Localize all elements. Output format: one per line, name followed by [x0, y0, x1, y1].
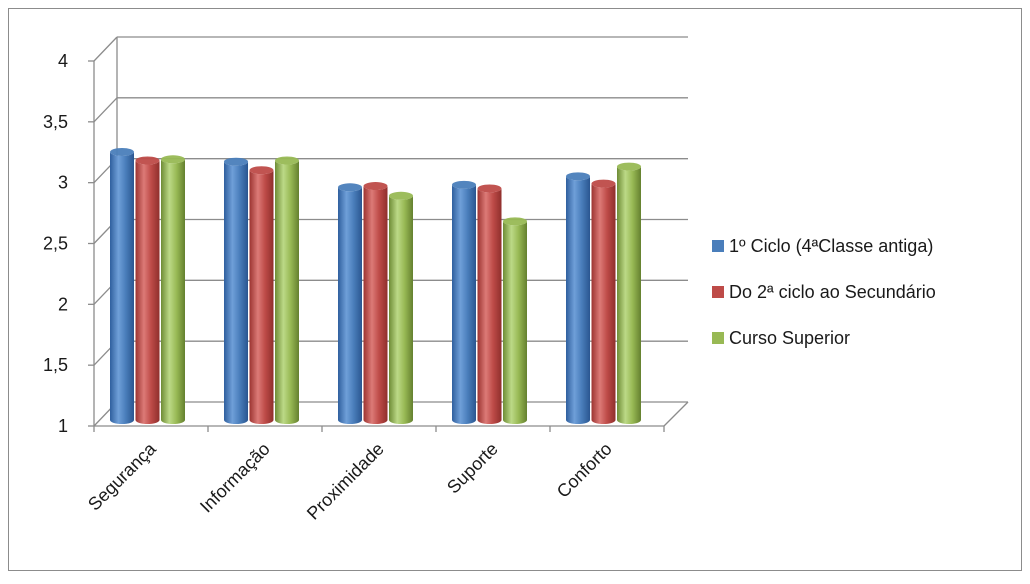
bar-top	[363, 182, 388, 191]
bar-top	[135, 156, 160, 165]
bar	[617, 166, 641, 425]
bar	[110, 151, 134, 424]
legend-label: 1º Ciclo (4ªClasse antiga)	[729, 236, 933, 256]
bar-top	[617, 162, 641, 171]
legend-swatch	[712, 332, 724, 344]
y-tick-label: 3,5	[43, 112, 68, 132]
bar	[477, 188, 502, 424]
bar-top	[275, 156, 299, 165]
bar	[389, 195, 413, 424]
y-tick-label: 3	[58, 173, 68, 193]
y-tick-label: 2,5	[43, 234, 68, 254]
bar-top	[224, 157, 248, 166]
y-tick-label: 2	[58, 294, 68, 314]
y-tick-label: 4	[58, 51, 68, 71]
bar-top	[161, 155, 185, 164]
floor-right-edge	[663, 401, 689, 427]
bar	[249, 170, 274, 424]
legend-swatch	[712, 286, 724, 298]
bar	[452, 184, 476, 424]
y-tick-label: 1,5	[43, 355, 68, 375]
bar	[566, 176, 590, 424]
bar-top	[389, 191, 413, 200]
bar-top	[566, 172, 590, 181]
bar	[275, 160, 299, 424]
bar-top	[452, 180, 476, 189]
bar-top	[503, 217, 527, 226]
legend-label: Do 2ª ciclo ao Secundário	[729, 282, 936, 302]
bar	[135, 160, 160, 424]
y-tick-label: 1	[58, 416, 68, 436]
wall-gridline	[93, 97, 118, 123]
bar-top	[110, 147, 134, 156]
bar-top	[338, 183, 362, 192]
bar	[503, 221, 527, 424]
bar	[338, 187, 362, 424]
legend-swatch	[712, 240, 724, 252]
wall-gridline	[93, 36, 118, 62]
bar	[591, 183, 616, 424]
bar	[224, 161, 248, 424]
legend-label: Curso Superior	[729, 328, 850, 348]
bar-top	[249, 166, 274, 175]
bar	[161, 159, 185, 425]
bar-layer	[110, 147, 641, 425]
bar-top	[591, 179, 616, 188]
bar	[363, 186, 388, 424]
bar-top	[477, 184, 502, 193]
legend: 1º Ciclo (4ªClasse antiga) Do 2ª ciclo ao…	[712, 236, 936, 348]
